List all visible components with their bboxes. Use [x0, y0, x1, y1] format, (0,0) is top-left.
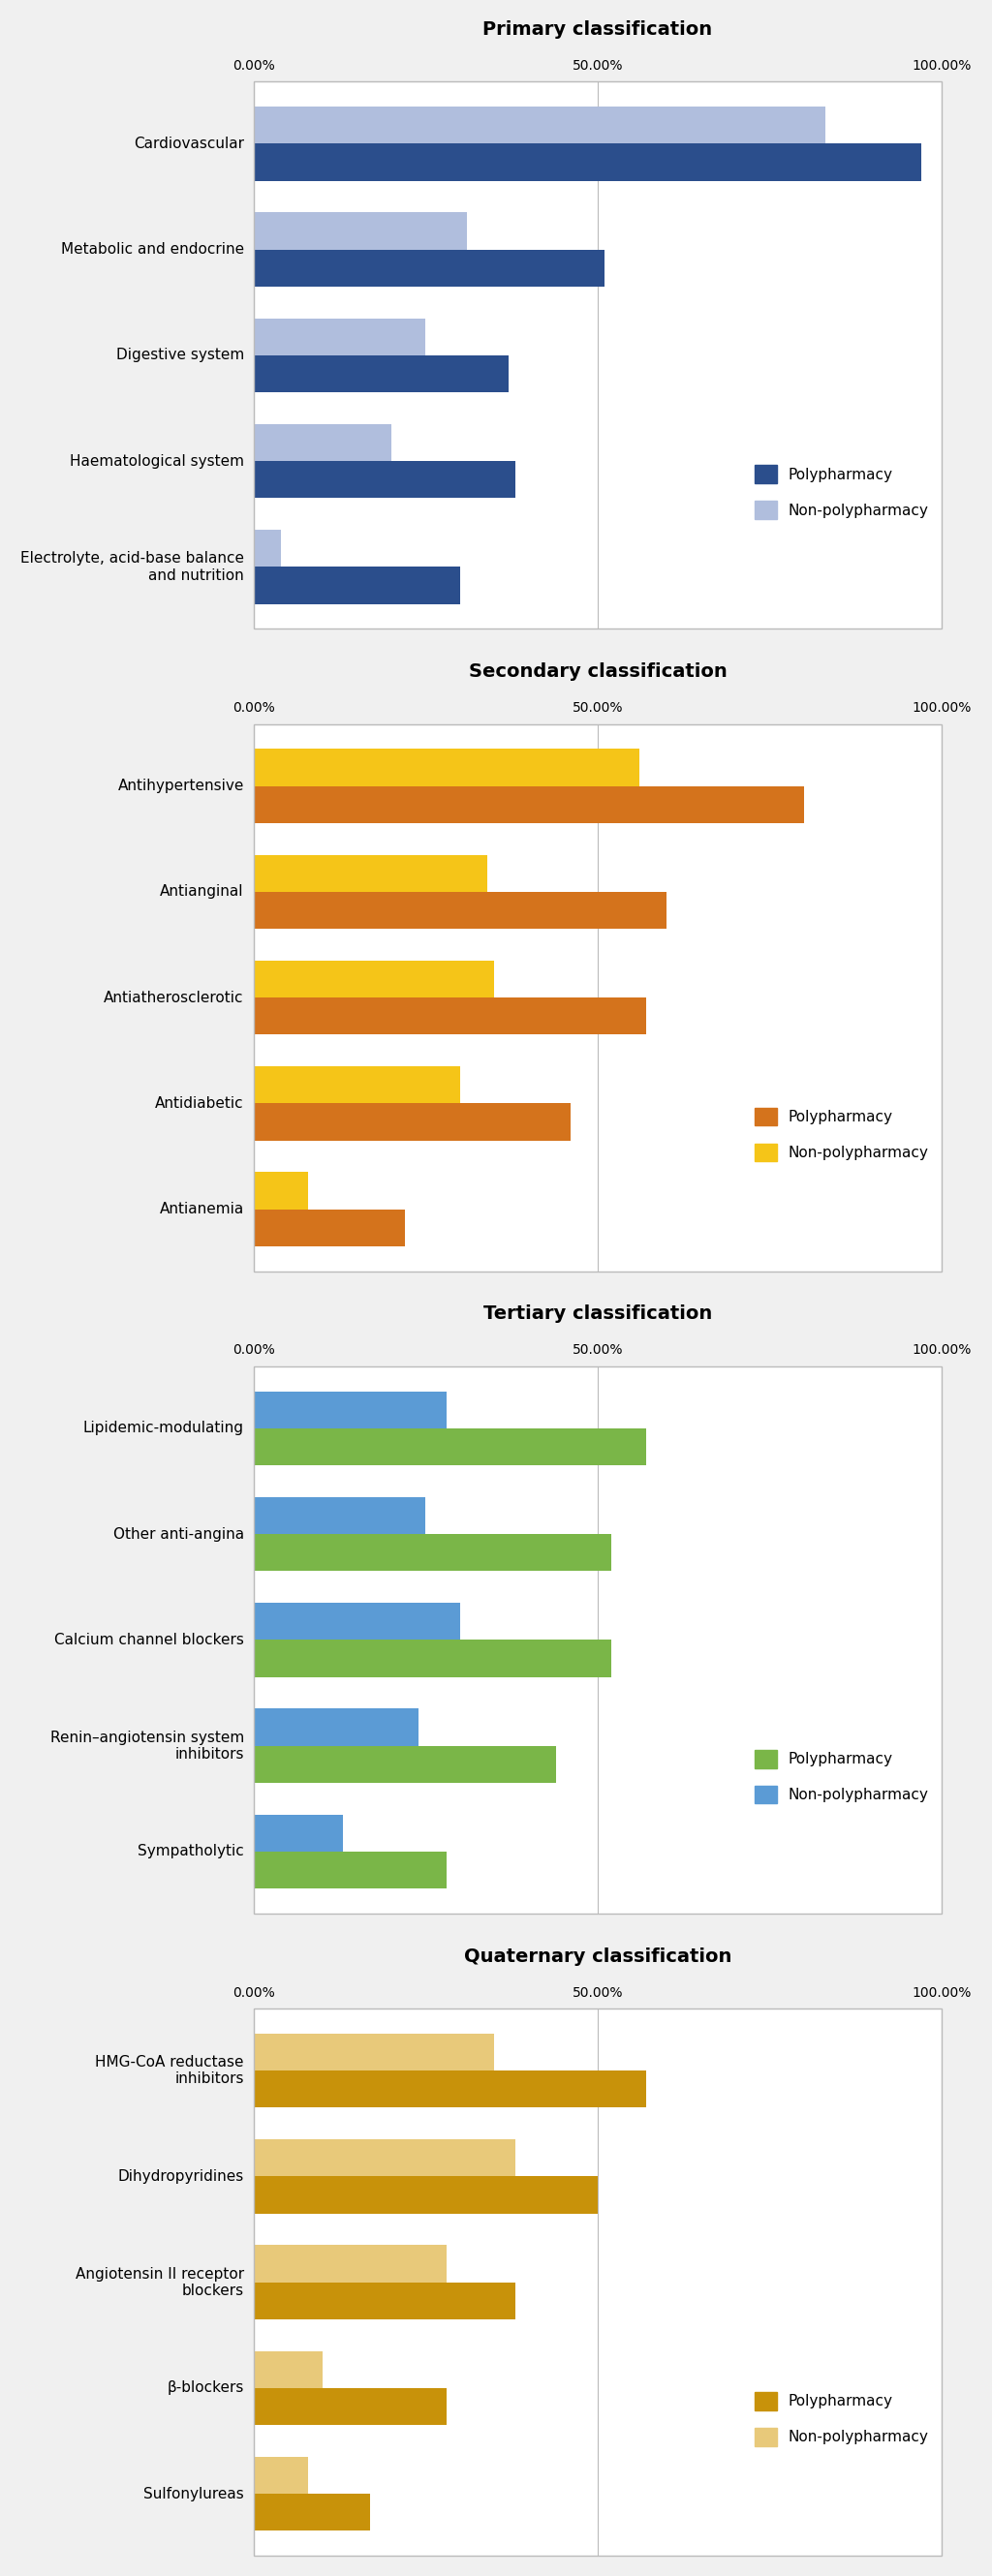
Bar — [253, 1641, 611, 1677]
Bar — [253, 531, 281, 567]
Bar — [253, 997, 646, 1036]
Bar — [253, 2282, 515, 2318]
Bar — [253, 144, 922, 180]
Bar — [253, 250, 604, 286]
Bar — [253, 1066, 460, 1103]
Bar — [253, 1427, 646, 1466]
Bar — [253, 786, 805, 824]
Title: Primary classification: Primary classification — [483, 21, 712, 39]
Bar — [253, 106, 825, 144]
Bar — [253, 2246, 446, 2282]
Bar — [253, 2071, 646, 2107]
Bar — [253, 425, 391, 461]
Title: Quaternary classification: Quaternary classification — [464, 1947, 732, 1965]
Bar — [253, 750, 639, 786]
Bar — [253, 2177, 598, 2213]
Title: Secondary classification: Secondary classification — [468, 662, 727, 680]
Bar — [253, 1103, 570, 1141]
Bar — [253, 2388, 446, 2424]
Bar — [253, 1497, 426, 1535]
Legend: Polypharmacy, Non-polypharmacy: Polypharmacy, Non-polypharmacy — [748, 2385, 934, 2452]
Legend: Polypharmacy, Non-polypharmacy: Polypharmacy, Non-polypharmacy — [748, 1103, 934, 1167]
Bar — [253, 891, 667, 930]
Legend: Polypharmacy, Non-polypharmacy: Polypharmacy, Non-polypharmacy — [748, 459, 934, 526]
Bar — [253, 567, 460, 603]
Bar — [253, 1814, 343, 1852]
Bar — [253, 2032, 494, 2071]
Bar — [253, 961, 494, 997]
Legend: Polypharmacy, Non-polypharmacy: Polypharmacy, Non-polypharmacy — [748, 1744, 934, 1808]
Bar — [253, 1535, 611, 1571]
Bar — [253, 855, 487, 891]
Bar — [253, 211, 467, 250]
Bar — [253, 355, 508, 392]
Bar — [253, 1747, 557, 1783]
Bar — [253, 1602, 460, 1641]
Bar — [253, 2494, 370, 2532]
Bar — [253, 2352, 322, 2388]
Bar — [253, 319, 426, 355]
Bar — [253, 1208, 405, 1247]
Bar — [253, 2458, 309, 2494]
Title: Tertiary classification: Tertiary classification — [483, 1306, 712, 1324]
Bar — [253, 1391, 446, 1427]
Bar — [253, 1708, 419, 1747]
Bar — [253, 2141, 515, 2177]
Bar — [253, 1852, 446, 1888]
Bar — [253, 461, 515, 497]
Bar — [253, 1172, 309, 1208]
